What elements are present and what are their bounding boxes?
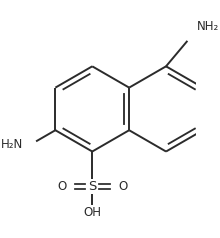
Text: H₂N: H₂N [1, 138, 23, 151]
Text: NH₂: NH₂ [197, 20, 219, 33]
Text: O: O [118, 180, 127, 193]
Text: O: O [57, 180, 66, 193]
Text: S: S [88, 180, 96, 193]
Text: OH: OH [83, 206, 101, 219]
